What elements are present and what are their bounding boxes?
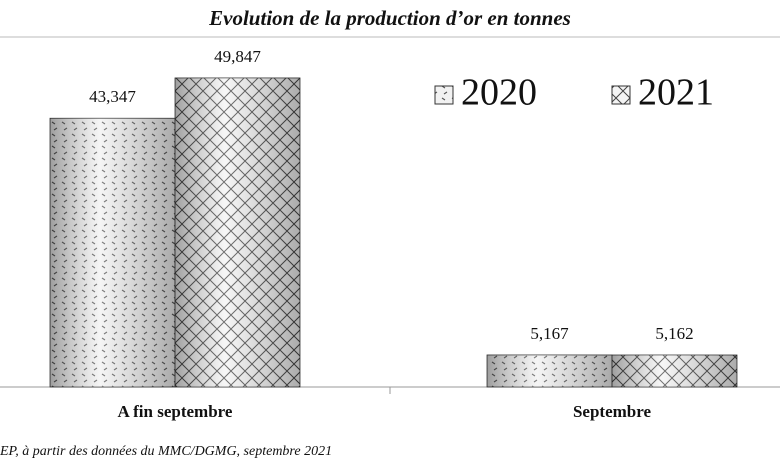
value-label: 49,847 [214,47,261,66]
x-tick-label: A fin septembre [118,402,233,421]
legend-swatch [611,85,631,105]
value-label: 5,162 [655,324,693,343]
bar-shade [175,77,300,387]
value-label: 43,347 [89,87,136,106]
legend-swatch [434,85,454,105]
legend-label: 2021 [638,72,714,114]
legend-label: 2020 [461,72,537,114]
chart-title: Evolution de la production d’or en tonne… [208,6,571,30]
x-tick-label: Septembre [573,402,652,421]
source-note: EP, à partir des données du MMC/DGMG, se… [0,444,332,459]
bar-shade [50,118,175,387]
bar-shade [487,354,612,387]
bar-shade [612,354,737,387]
value-label: 5,167 [530,324,569,343]
